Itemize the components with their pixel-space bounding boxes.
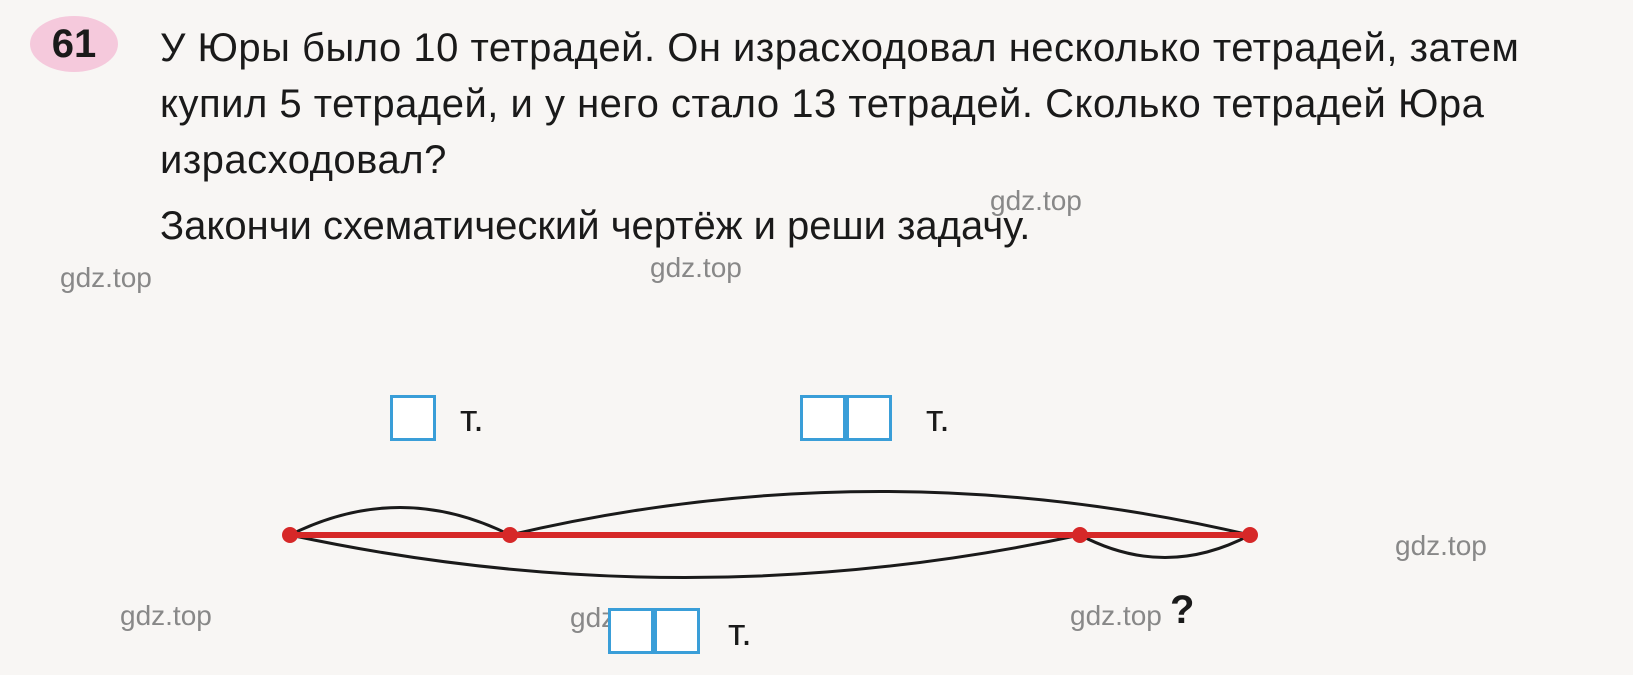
problem-number: 61 xyxy=(52,22,97,67)
instruction-text: Закончи схематический чертёж и реши зада… xyxy=(160,198,1573,254)
arc-top-short xyxy=(290,508,510,536)
answer-box[interactable] xyxy=(846,395,892,441)
arc-bottom-short xyxy=(1080,535,1250,558)
unit-label: т. xyxy=(728,612,752,655)
watermark: gdz.top xyxy=(1395,530,1487,562)
answer-box[interactable] xyxy=(654,608,700,654)
segment-dot xyxy=(1072,527,1088,543)
arc-bottom-long xyxy=(290,535,1080,578)
watermark: gdz.top xyxy=(120,600,212,632)
answer-box[interactable] xyxy=(608,608,654,654)
unit-label: т. xyxy=(926,398,950,441)
segment-dot xyxy=(502,527,518,543)
answer-box[interactable] xyxy=(390,395,436,441)
problem-container: 61 У Юры было 10 тетрадей. Он израсходов… xyxy=(0,0,1633,274)
segment-dot xyxy=(282,527,298,543)
problem-text: У Юры было 10 тетрадей. Он израсходовал … xyxy=(160,20,1573,188)
problem-number-badge: 61 xyxy=(30,16,118,72)
segment-dot xyxy=(1242,527,1258,543)
question-mark: ? xyxy=(1170,588,1194,633)
answer-box[interactable] xyxy=(800,395,846,441)
arc-top-long xyxy=(510,492,1250,536)
segment-diagram: т. т. т. ? xyxy=(260,380,1360,660)
unit-label: т. xyxy=(460,398,484,441)
